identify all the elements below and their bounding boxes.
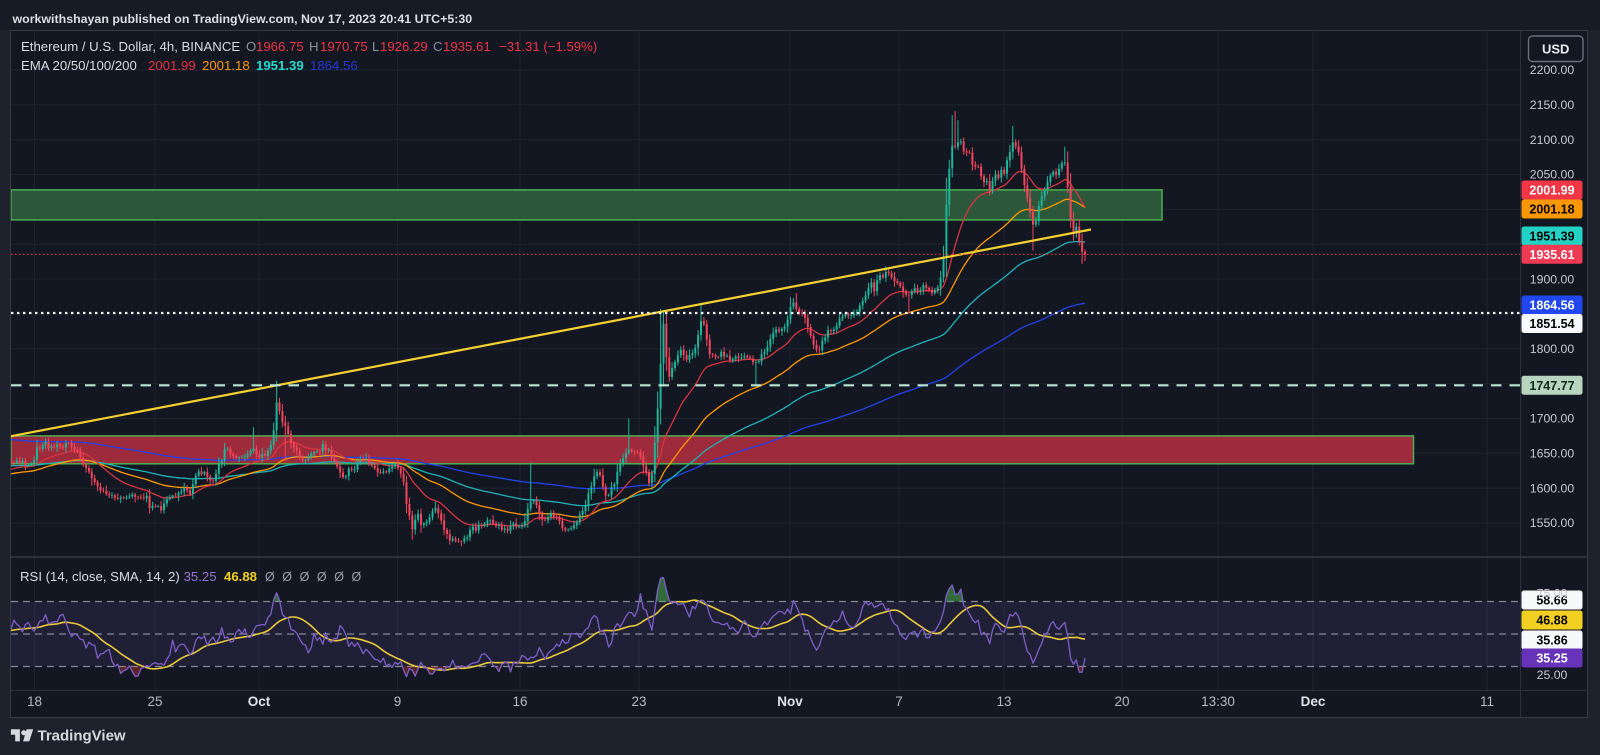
svg-text:workwithshayan published on Tr: workwithshayan published on TradingView.… [12,12,473,26]
svg-text:Nov: Nov [777,694,803,709]
svg-text:16: 16 [512,694,527,709]
svg-text:1970.75: 1970.75 [320,39,368,54]
svg-text:58.66: 58.66 [1536,594,1567,608]
svg-text:7: 7 [895,694,903,709]
svg-text:Ø: Ø [282,570,292,584]
svg-text:46.88: 46.88 [1536,614,1567,628]
svg-text:18: 18 [27,694,42,709]
svg-text:2050.00: 2050.00 [1530,168,1575,182]
svg-text:11: 11 [1480,694,1494,709]
svg-text:23: 23 [631,694,646,709]
svg-text:Ø: Ø [265,570,275,584]
svg-text:1864.56: 1864.56 [1529,299,1574,313]
svg-text:2001.99: 2001.99 [1529,184,1574,198]
svg-text:13: 13 [996,694,1011,709]
svg-text:1935.61: 1935.61 [443,39,491,54]
svg-text:1600.00: 1600.00 [1530,481,1575,495]
svg-text:2100.00: 2100.00 [1530,133,1575,147]
svg-text:C: C [433,39,443,54]
svg-text:25: 25 [147,694,162,709]
svg-text:35.86: 35.86 [1536,634,1567,648]
svg-text:1800.00: 1800.00 [1530,342,1575,356]
svg-text:EMA 20/50/100/200: EMA 20/50/100/200 [21,58,137,73]
svg-text:Ø: Ø [317,570,327,584]
svg-text:−31.31 (−1.59%): −31.31 (−1.59%) [499,39,597,54]
svg-text:1550.00: 1550.00 [1530,516,1575,530]
svg-text:13:30: 13:30 [1201,694,1235,709]
svg-text:46.88: 46.88 [224,569,257,584]
svg-text:Oct: Oct [248,694,271,709]
svg-text:USD: USD [1542,42,1569,57]
svg-text:2150.00: 2150.00 [1530,98,1575,112]
svg-text:1747.77: 1747.77 [1529,379,1574,393]
svg-text:1951.39: 1951.39 [256,58,304,73]
svg-text:1951.39: 1951.39 [1529,230,1574,244]
svg-text:Ethereum / U.S. Dollar, 4h, BI: Ethereum / U.S. Dollar, 4h, BINANCE [21,39,240,54]
svg-text:1900.00: 1900.00 [1530,272,1575,286]
svg-text:35.25: 35.25 [1536,652,1567,666]
svg-text:35.25: 35.25 [184,569,217,584]
svg-text:H: H [309,39,319,54]
svg-text:1851.54: 1851.54 [1529,317,1574,331]
svg-text:Ø: Ø [300,570,310,584]
svg-text:L: L [372,39,379,54]
svg-text:2001.18: 2001.18 [1529,203,1574,217]
svg-text:TradingView: TradingView [38,728,126,745]
svg-text:1966.75: 1966.75 [256,39,304,54]
svg-text:Ø: Ø [352,570,362,584]
svg-text:2200.00: 2200.00 [1530,63,1575,77]
svg-text:2001.18: 2001.18 [202,58,250,73]
svg-text:1935.61: 1935.61 [1529,248,1574,262]
svg-text:Dec: Dec [1301,694,1326,709]
svg-text:1926.29: 1926.29 [380,39,428,54]
svg-text:20: 20 [1114,694,1129,709]
svg-text:25.00: 25.00 [1537,668,1568,682]
svg-text:Ø: Ø [334,570,344,584]
svg-text:75.00: 75.00 [1537,587,1568,601]
svg-text:1700.00: 1700.00 [1530,412,1575,426]
svg-text:9: 9 [394,694,402,709]
svg-text:RSI (14, close, SMA, 14, 2): RSI (14, close, SMA, 14, 2) [20,569,180,584]
svg-text:2001.99: 2001.99 [148,58,196,73]
svg-text:O: O [246,39,256,54]
svg-text:1650.00: 1650.00 [1530,447,1575,461]
svg-text:1864.56: 1864.56 [310,58,358,73]
